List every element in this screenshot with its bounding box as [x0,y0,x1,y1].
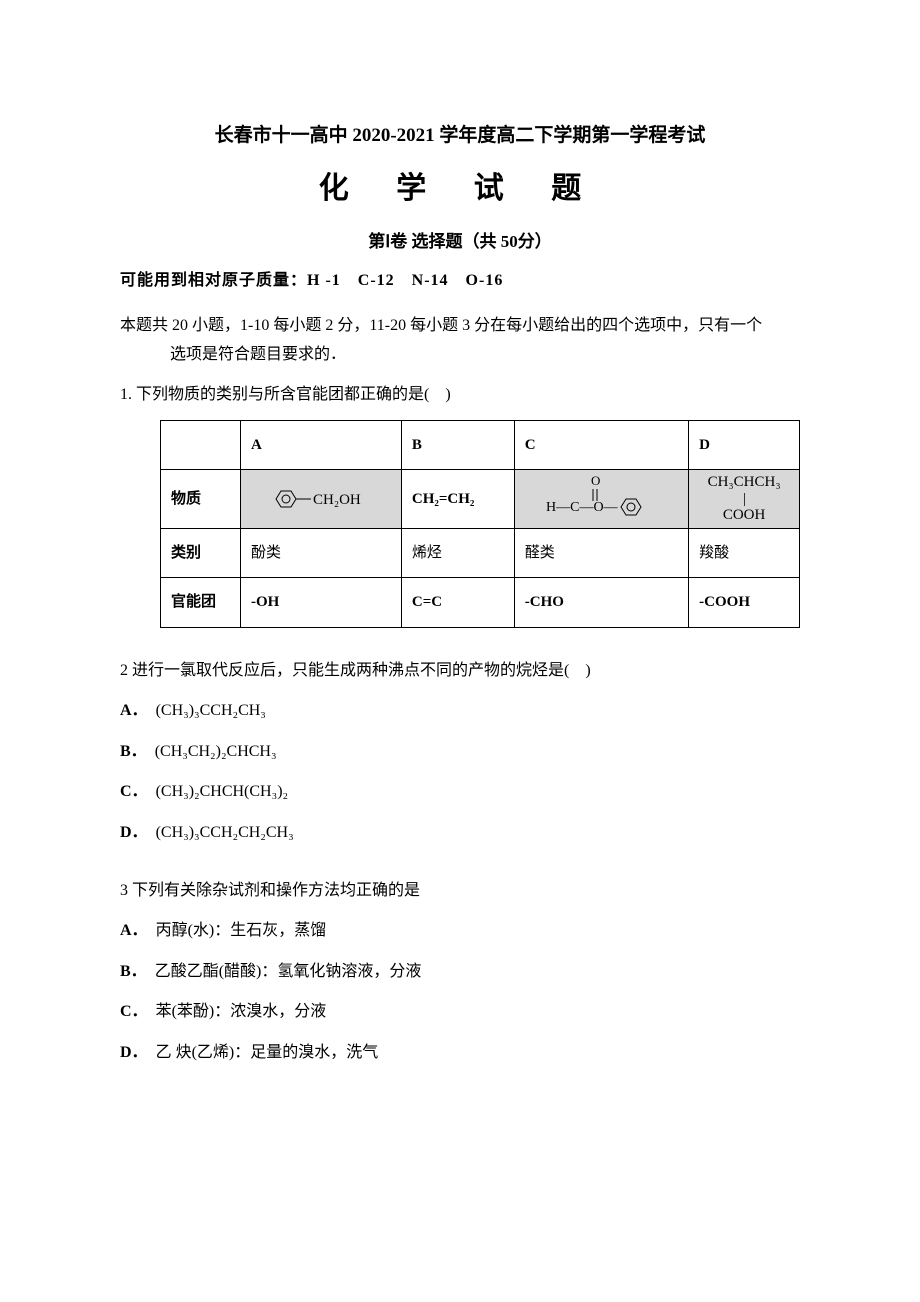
phenyl-formate-icon: O H—C—O— [541,475,661,523]
benzyl-alcohol-icon: CH₂OH [266,479,376,519]
instructions-line2: 选项是符合题目要求的． [120,341,800,370]
q3-b-text: 乙酸乙酯(醋酸)：氢氧化钠溶液，分液 [155,963,422,980]
atomic-mass-line: 可能用到相对原子质量：H -1 C-12 N-14 O-16 [120,266,800,290]
cell-substance-d: CH₃CHCH₃ | COOH [689,470,800,529]
svg-text:H—C—O—: H—C—O— [546,500,619,515]
question-2: 2 进行一氯取代反应后，只能生成两种沸点不同的产物的烷烃是( ) A．(CH₃)… [120,656,800,848]
table-row: A B C D [161,420,800,470]
q3-option-d: D．乙 炔(乙烯)：足量的溴水，洗气 [120,1038,800,1068]
cell-group-d: -COOH [689,578,800,628]
q2-option-b: B．(CH₃CH₂)₂CHCH₃ [120,737,800,767]
q1-stem: 1. 下列物质的类别与所含官能团都正确的是( ) [120,380,800,410]
question-1: 1. 下列物质的类别与所含官能团都正确的是( ) A B C D 物质 CH₂O… [120,380,800,628]
q2-option-d: D．(CH₃)₃CCH₂CH₂CH₃ [120,818,800,848]
cell-class-a: 酚类 [241,528,402,578]
cell-group-label: 官能团 [161,578,241,628]
cell-class-b: 烯烃 [401,528,514,578]
cell-header-b: B [401,420,514,470]
d-line3: COOH [723,507,766,523]
q3-a-text: 丙醇(水)：生石灰，蒸馏 [156,922,327,939]
q2-a-text: (CH₃)₃CCH₂CH₃ [156,702,266,719]
exam-title: 化 学 试 题 [120,163,800,207]
table-row: 官能团 -OH C=C -CHO -COOH [161,578,800,628]
exam-header: 长春市十一高中 2020-2021 学年度高二下学期第一学程考试 [120,120,800,147]
q3-stem: 3 下列有关除杂试剂和操作方法均正确的是 [120,876,800,906]
q2-stem: 2 进行一氯取代反应后，只能生成两种沸点不同的产物的烷烃是( ) [120,656,800,686]
q2-option-c: C．(CH₃)₂CHCH(CH₃)₂ [120,777,800,807]
table-row: 类别 酚类 烯烃 醛类 羧酸 [161,528,800,578]
cell-substance-c: O H—C—O— [514,470,688,529]
cell-group-c: -CHO [514,578,688,628]
q3-option-c: C．苯(苯酚)：浓溴水，分液 [120,997,800,1027]
cell-blank [161,420,241,470]
instructions-line1: 本题共 20 小题，1-10 每小题 2 分，11-20 每小题 3 分在每小题… [120,317,762,334]
q2-c-text: (CH₃)₂CHCH(CH₃)₂ [156,783,289,800]
d-line1: CH₃CHCH₃ [708,474,781,490]
cell-substance-label: 物质 [161,470,241,529]
q3-c-text: 苯(苯酚)：浓溴水，分液 [156,1003,327,1020]
cell-class-d: 羧酸 [689,528,800,578]
cell-group-b: C=C [401,578,514,628]
cell-header-d: D [689,420,800,470]
q2-options: A．(CH₃)₃CCH₂CH₃ B．(CH₃CH₂)₂CHCH₃ C．(CH₃)… [120,696,800,848]
svg-text:CH₂OH: CH₂OH [313,492,361,508]
d-line2: | [743,491,745,507]
cell-class-label: 类别 [161,528,241,578]
q3-options: A．丙醇(水)：生石灰，蒸馏 B．乙酸乙酯(醋酸)：氢氧化钠溶液，分液 C．苯(… [120,916,800,1068]
cell-group-a: -OH [241,578,402,628]
cell-header-c: C [514,420,688,470]
cell-class-c: 醛类 [514,528,688,578]
cell-substance-b: CH₂=CH₂ [401,470,514,529]
q3-option-b: B．乙酸乙酯(醋酸)：氢氧化钠溶液，分液 [120,957,800,987]
cell-substance-a: CH₂OH [241,470,402,529]
instructions: 本题共 20 小题，1-10 每小题 2 分，11-20 每小题 3 分在每小题… [120,312,800,370]
cell-header-a: A [241,420,402,470]
q3-d-text: 乙 炔(乙烯)：足量的溴水，洗气 [156,1044,379,1061]
table-row: 物质 CH₂OH CH₂=CH₂ O H—C—O— [161,470,800,529]
q2-option-a: A．(CH₃)₃CCH₂CH₃ [120,696,800,726]
q3-option-a: A．丙醇(水)：生石灰，蒸馏 [120,916,800,946]
section-label: 第Ⅰ卷 选择题（共 50分） [120,227,800,252]
svg-text:O: O [591,475,600,488]
q1-table: A B C D 物质 CH₂OH CH₂=CH₂ O [160,420,800,628]
q2-b-text: (CH₃CH₂)₂CHCH₃ [155,743,277,760]
question-3: 3 下列有关除杂试剂和操作方法均正确的是 A．丙醇(水)：生石灰，蒸馏 B．乙酸… [120,876,800,1068]
q2-d-text: (CH₃)₃CCH₂CH₂CH₃ [156,824,294,841]
